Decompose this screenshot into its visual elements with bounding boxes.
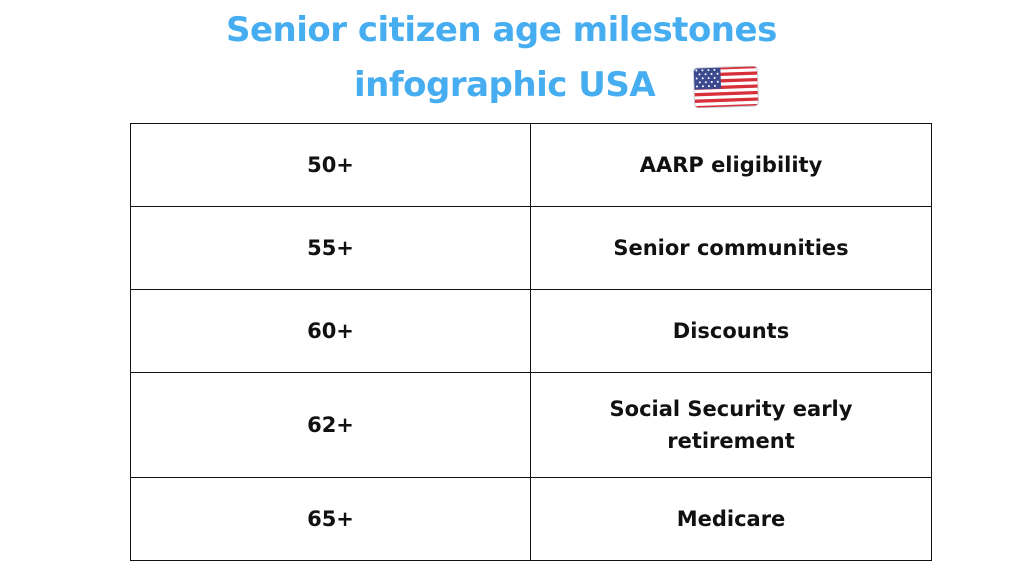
age-cell: 55+ (130, 206, 531, 290)
table-row: 62+ Social Security early retirement (130, 372, 932, 478)
milestone-cell: Social Security early retirement (530, 372, 932, 478)
milestones-table: 50+ AARP eligibility 55+ Senior communit… (130, 123, 932, 561)
table-row: 55+ Senior communities (130, 206, 932, 290)
usa-flag-icon (693, 66, 759, 108)
age-cell: 60+ (130, 289, 531, 373)
table-row: 60+ Discounts (130, 289, 932, 373)
page-title-line-2: infographic USA (354, 65, 656, 105)
age-cell: 50+ (130, 123, 531, 207)
age-cell: 62+ (130, 372, 531, 478)
milestone-cell: Medicare (530, 477, 932, 561)
page-title-line-1: Senior citizen age milestones (226, 10, 777, 50)
milestone-cell: Discounts (530, 289, 932, 373)
table-row: 50+ AARP eligibility (130, 123, 932, 207)
age-cell: 65+ (130, 477, 531, 561)
table-row: 65+ Medicare (130, 477, 932, 561)
milestone-cell: AARP eligibility (530, 123, 932, 207)
milestone-cell: Senior communities (530, 206, 932, 290)
